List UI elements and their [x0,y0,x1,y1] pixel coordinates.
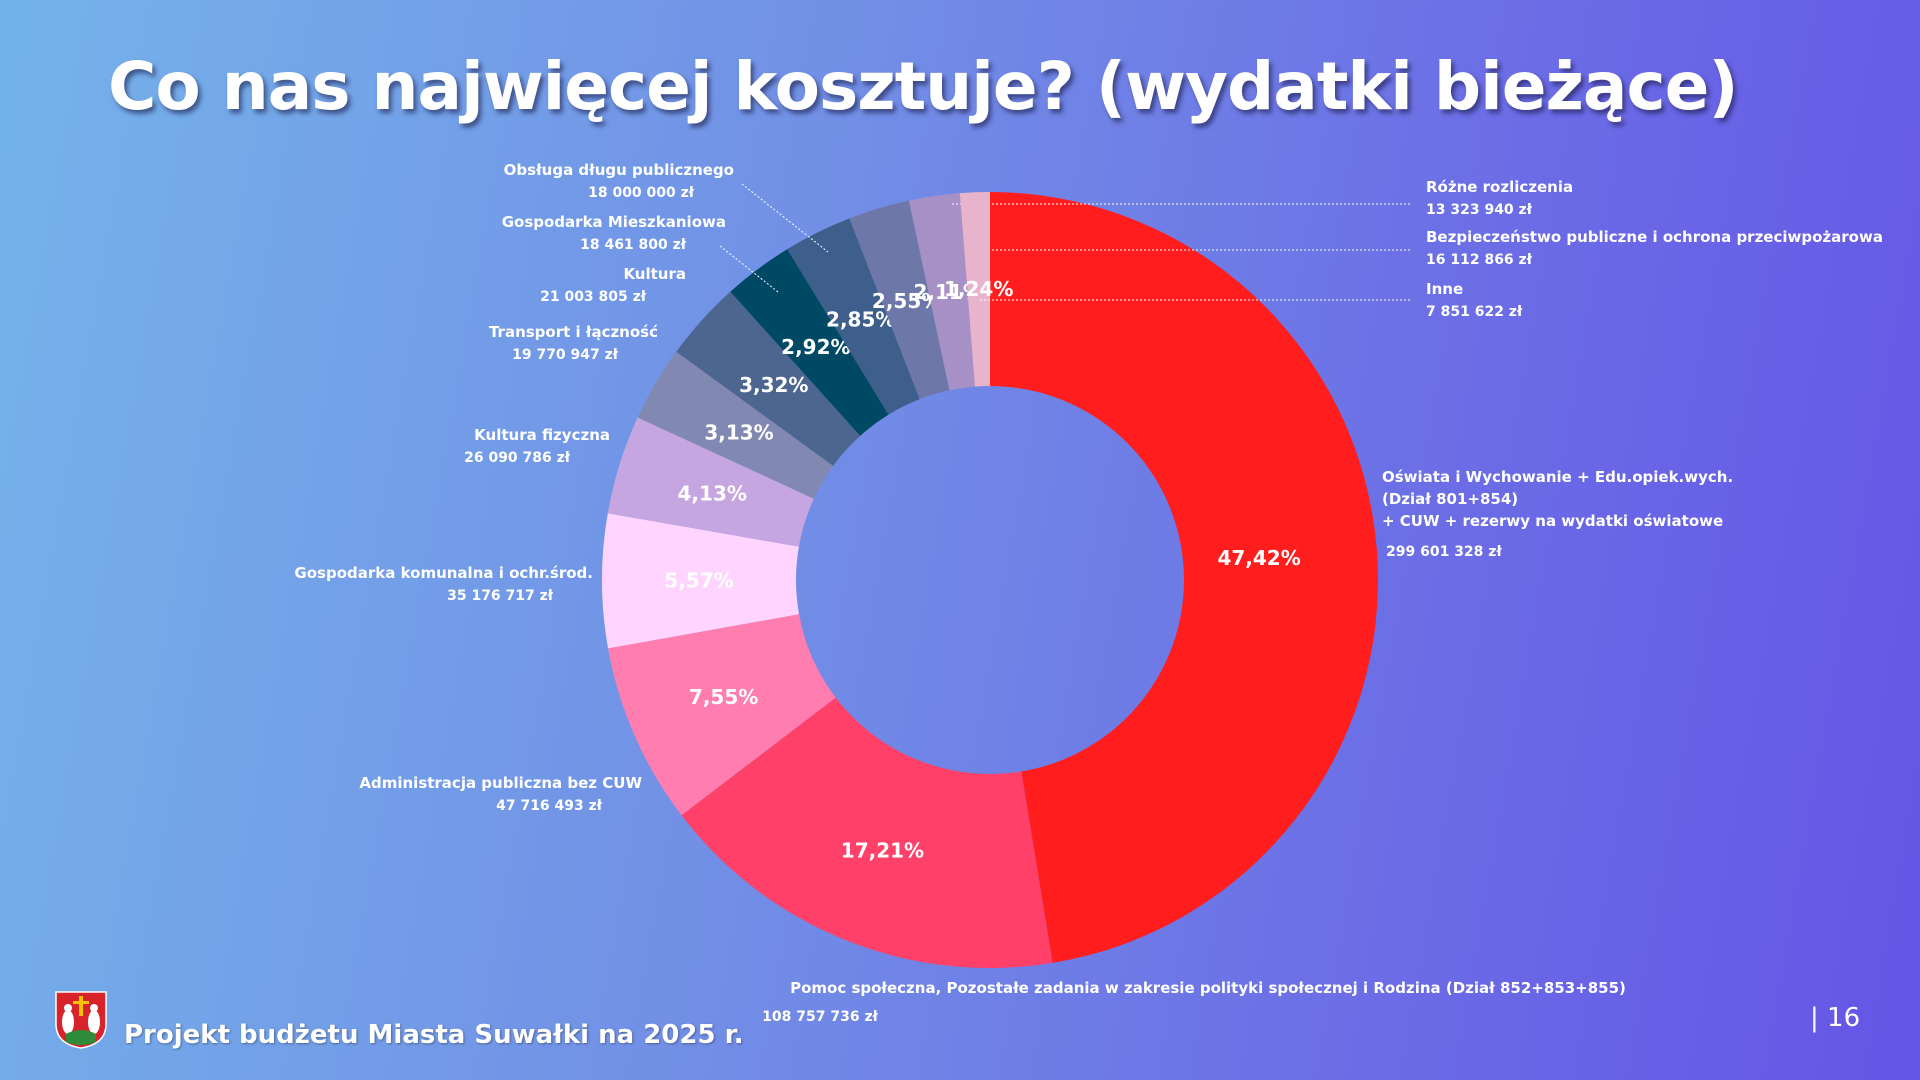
slice-category-label: Kultura [623,265,686,283]
footer-title: Projekt budżetu Miasta Suwałki na 2025 r… [124,1020,744,1050]
donut-slice-3 [608,614,836,816]
slice-amount-label: 16 112 866 zł [1426,252,1533,268]
slice-category-label: Transport i łączność [489,323,658,341]
leader-line [719,245,779,293]
slice-percent-label: 3,13% [704,421,773,445]
slice-category-label: Pomoc społeczna, Pozostałe zadania w zak… [790,979,1626,997]
slice-percent-label: 2,85% [826,307,895,331]
slice-amount-label: 18 461 800 zł [580,237,687,253]
slice-amount-label: 21 003 805 zł [540,289,647,305]
slice-percent-label: 4,13% [678,481,747,505]
slice-percent-label: 2,92% [781,335,850,359]
slice-category-label: Kultura fizyczna [474,426,610,444]
slice-amount-label: 7 851 622 zł [1426,304,1523,320]
slice-category-label: (Dział 801+854) [1382,490,1518,508]
donut-slice-10 [849,200,950,400]
slice-percent-label: 7,55% [689,685,758,709]
slice-category-label: Gospodarka komunalna i ochr.środ. [294,564,593,582]
donut-slice-11 [908,193,975,391]
slice-amount-label: 26 090 786 zł [464,450,571,466]
donut-slice-7 [676,291,861,466]
donut-slice-5 [607,417,814,547]
slice-percent-label: 1,24% [944,277,1013,301]
leader-line [741,183,829,253]
slice-category-label: + CUW + rezerwy na wydatki oświatowe [1382,512,1723,530]
slice-percent-label: 3,32% [739,373,808,397]
slice-category-label: Inne [1426,280,1463,298]
donut-slice-8 [730,249,889,436]
slice-amount-label: 19 770 947 zł [512,347,619,363]
donut-slice-12 [959,192,990,387]
slice-amount-label: 108 757 736 zł [762,1009,878,1025]
slice-amount-label: 35 176 717 zł [447,588,554,604]
page-number: | 16 [1810,1003,1861,1033]
slice-category-label: Różne rozliczenia [1426,178,1573,196]
donut-slice-1 [990,192,1378,963]
donut-slice-6 [637,351,834,499]
slice-amount-label: 299 601 328 zł [1386,544,1502,560]
coat-of-arms-icon [55,991,107,1049]
slice-percent-label: 47,42% [1217,546,1300,570]
slice-amount-label: 13 323 940 zł [1426,202,1533,218]
slice-category-label: Administracja publiczna bez CUW [359,774,642,792]
donut-slice-4 [602,513,800,649]
slice-amount-label: 18 000 000 zł [588,185,695,201]
page-title: Co nas najwięcej kosztuje? (wydatki bież… [108,48,1738,125]
slice-percent-label: 17,21% [841,838,924,862]
donut-slice-2 [681,697,1053,968]
slice-category-label: Bezpieczeństwo publiczne i ochrona przec… [1426,228,1883,246]
slice-category-label: Gospodarka Mieszkaniowa [502,213,726,231]
slice-percent-label: 5,57% [664,569,733,593]
slice-category-label: Oświata i Wychowanie + Edu.opiek.wych. [1382,468,1733,486]
donut-slice-9 [787,218,920,415]
slice-amount-label: 47 716 493 zł [496,798,603,814]
slice-category-label: Obsługa długu publicznego [504,161,734,179]
